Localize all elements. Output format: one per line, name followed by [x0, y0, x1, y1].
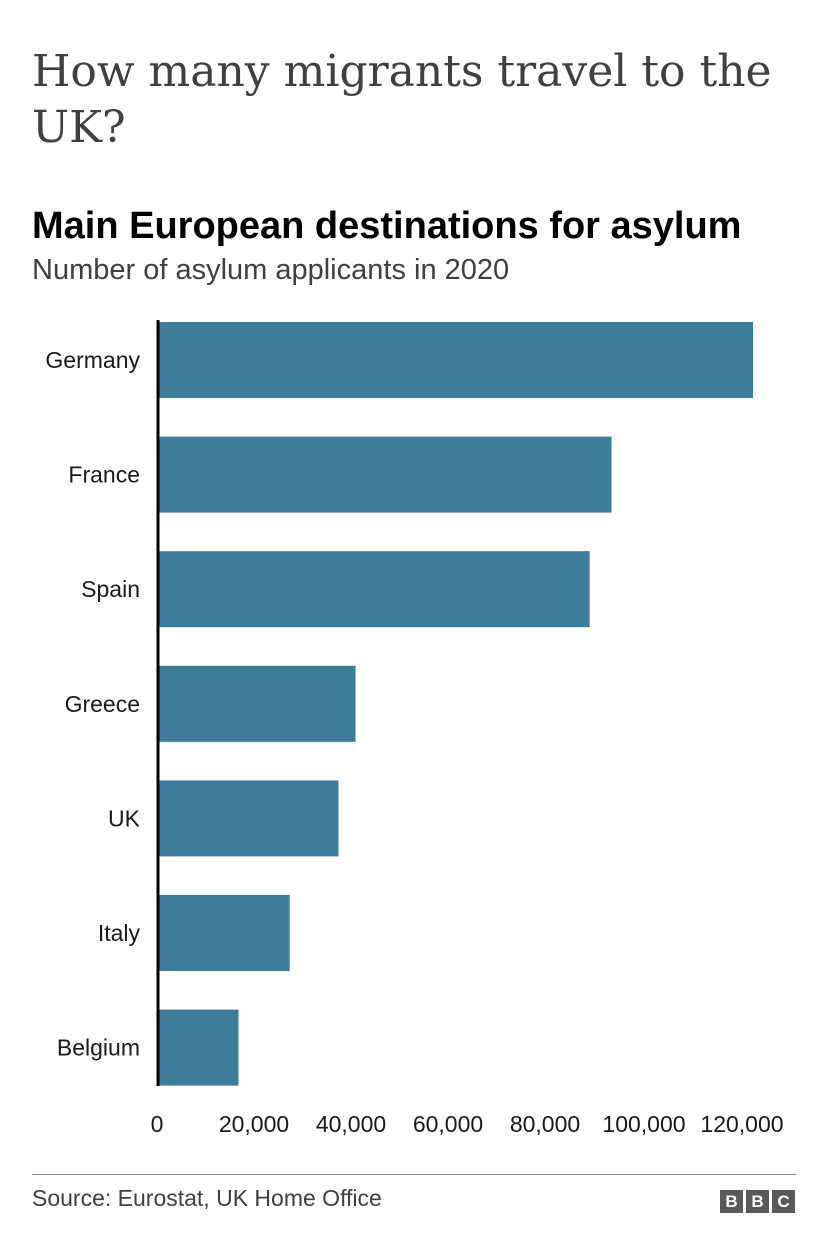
category-labels: Germany France Spain Greece UK Italy Belgium [45, 347, 140, 1061]
x-tick-label: 20,000 [219, 1111, 289, 1137]
x-tick-label: 60,000 [413, 1111, 483, 1137]
headline: How many migrants travel to the UK? [32, 46, 772, 153]
bbc-logo: B B C [720, 1190, 795, 1213]
category-label: Spain [81, 576, 140, 602]
x-tick-label: 120,000 [700, 1111, 783, 1137]
bar-germany [158, 322, 753, 398]
tick-labels: 0 20,000 40,000 60,000 80,000 100,000 120,000 [151, 1111, 784, 1137]
x-tick-label: 80,000 [510, 1111, 580, 1137]
x-tick-label: 40,000 [316, 1111, 386, 1137]
bbc-logo-letter: B [720, 1190, 743, 1213]
bbc-logo-letter: C [772, 1190, 795, 1213]
category-label: Italy [98, 920, 141, 946]
category-label: Germany [45, 347, 140, 373]
footer-divider [32, 1174, 796, 1175]
x-tick-label: 0 [151, 1111, 164, 1137]
bar-belgium [158, 1009, 239, 1086]
bar-italy [158, 895, 290, 971]
category-label: UK [108, 805, 141, 831]
bar-chart: Germany France Spain Greece UK Italy Belgium 0… [45, 320, 784, 1137]
bar-uk [158, 780, 339, 857]
bbc-logo-letter: B [746, 1190, 769, 1213]
source-note: Source: Eurostat, UK Home Office [32, 1185, 382, 1211]
chart-subtitle: Number of asylum applicants in 2020 [32, 254, 510, 286]
bar-greece [158, 665, 356, 742]
bar-france [158, 436, 612, 513]
category-label: France [68, 462, 140, 488]
x-tick-label: 100,000 [602, 1111, 685, 1137]
bar-spain [158, 551, 590, 628]
category-label: Belgium [57, 1035, 140, 1061]
category-label: Greece [65, 691, 140, 717]
bars-group [158, 322, 753, 1086]
chart-title: Main European destinations for asylum [32, 205, 742, 247]
